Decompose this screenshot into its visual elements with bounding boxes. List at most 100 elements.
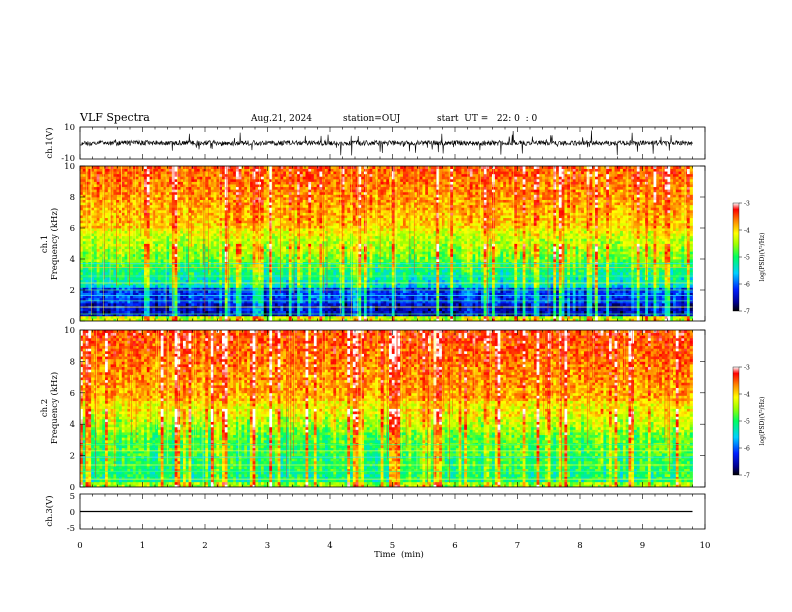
spectrogram-cell — [130, 290, 134, 293]
spectrogram-cell — [185, 166, 189, 169]
spectrogram-cell — [252, 212, 256, 216]
spectrogram-cell — [233, 222, 237, 226]
spectrogram-cell — [233, 300, 237, 304]
spectrogram-cell — [191, 222, 195, 226]
spectrogram-cell — [233, 228, 237, 231]
spectrogram-cell — [247, 217, 251, 221]
spectrogram-cell — [177, 228, 181, 231]
spectrogram-cell — [127, 166, 131, 169]
spectrogram-cell — [144, 261, 148, 265]
spectrogram-cell — [241, 287, 245, 291]
spectrogram-cell — [241, 212, 245, 216]
spectrogram-cell — [171, 235, 176, 239]
spectrogram-cell — [144, 315, 148, 319]
spectrogram-cell — [169, 230, 173, 234]
spectrogram-cell — [221, 269, 226, 273]
spectrogram-cell — [88, 215, 92, 219]
spectrogram-cell — [294, 259, 298, 262]
spectrogram-cell — [127, 302, 131, 306]
spectrogram-cell — [118, 251, 123, 255]
spectrogram-cell — [288, 238, 292, 242]
spectrogram-cell — [219, 173, 223, 177]
spectrogram-cell — [152, 184, 156, 188]
spectrogram-cell — [180, 282, 184, 286]
spectrogram-cell — [138, 204, 142, 208]
spectrogram-cell — [180, 256, 184, 260]
spectrogram-cell — [213, 271, 217, 275]
spectrogram-cell — [157, 240, 162, 244]
spectrogram-cell — [213, 235, 217, 239]
spectrogram-cell — [121, 215, 125, 219]
spectrogram-cell — [213, 199, 217, 203]
spectrogram-cell — [302, 240, 306, 244]
spectrogram-cell — [288, 261, 292, 265]
spectrogram-cell — [144, 166, 148, 169]
spectrogram-cell — [152, 302, 156, 306]
spectrogram-cell — [102, 222, 106, 226]
spectrogram-cell — [196, 235, 201, 239]
spectrogram-cell — [291, 269, 295, 273]
spectrogram-cell — [302, 233, 306, 237]
spectrogram-cell — [283, 246, 287, 250]
spectrogram-cell — [263, 318, 267, 321]
spectrogram-cell — [202, 248, 206, 252]
spectrogram-cell — [205, 243, 209, 247]
spectrogram-cell — [110, 225, 114, 229]
spectrogram-cell — [138, 253, 142, 257]
spectrogram-cell — [230, 282, 234, 286]
spectrogram-cell — [155, 251, 159, 255]
spectrogram-cell — [297, 209, 301, 213]
spectrogram-cell — [124, 297, 128, 301]
spectrogram-cell — [216, 204, 220, 208]
spectrogram-cell — [252, 253, 256, 257]
spectrogram-cell — [138, 228, 142, 231]
spectrogram-cell — [91, 202, 95, 206]
spectrogram-cell — [163, 197, 167, 200]
spectrogram-cell — [138, 171, 142, 175]
spectrogram-cell — [274, 290, 279, 293]
spectrogram-cell — [107, 282, 112, 286]
spectrogram-cell — [280, 302, 284, 306]
spectrogram-cell — [194, 176, 198, 180]
spectrogram-cell — [274, 168, 279, 172]
spectrogram-cell — [105, 248, 109, 252]
spectrogram-cell — [135, 256, 139, 260]
spectrogram-cell — [144, 184, 148, 188]
spectrogram-cell — [166, 178, 170, 182]
spectrogram-cell — [116, 279, 120, 283]
spectrogram-cell — [107, 220, 112, 224]
spectrogram-cell — [194, 310, 198, 314]
spectrogram-cell — [235, 297, 240, 301]
spectrogram-cell — [272, 297, 276, 301]
spectrogram-cell — [180, 209, 184, 213]
spectrogram-cell — [144, 181, 148, 185]
spectrogram-cell — [302, 230, 306, 234]
spectrogram-cell — [196, 308, 201, 312]
spectrogram-cell — [213, 217, 217, 221]
spectrogram-cell — [219, 171, 223, 175]
spectrogram-cell — [93, 217, 98, 221]
spectrogram-cell — [135, 318, 139, 321]
spectrogram-cell — [80, 197, 84, 200]
spectrogram-cell — [219, 181, 223, 185]
spectrogram-cell — [138, 315, 142, 319]
spectrogram-cell — [199, 173, 203, 177]
spectrogram-cell — [132, 233, 137, 237]
spectrogram-cell — [205, 248, 209, 252]
spectrogram-cell — [127, 313, 131, 317]
spectrogram-cell — [297, 202, 301, 206]
spectrogram-cell — [269, 228, 273, 231]
spectrogram-cell — [238, 220, 242, 224]
spectrogram-cell — [160, 256, 164, 260]
spectrogram-cell — [233, 261, 237, 265]
spectrogram-cell — [138, 282, 142, 286]
ch1-waveform-panel: 10 -10 ch.1(V) — [44, 123, 706, 164]
spectrogram-cell — [166, 277, 170, 281]
spectrogram-cell — [224, 290, 228, 293]
spectrogram-cell — [149, 246, 153, 250]
spectrogram-cell — [102, 233, 106, 237]
spectrogram-cell — [169, 253, 173, 257]
spectrogram-cell — [196, 181, 201, 185]
spectrogram-cell — [88, 259, 92, 262]
spectrogram-cell — [188, 230, 192, 234]
